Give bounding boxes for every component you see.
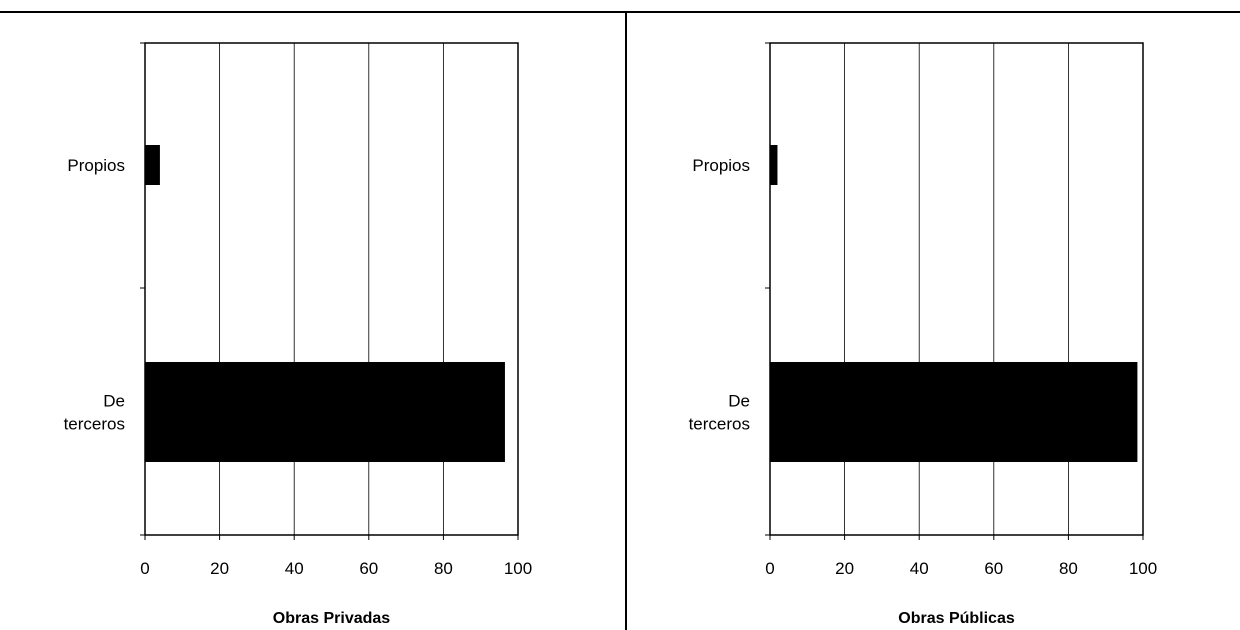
x-tick-label: 80 <box>1059 559 1078 578</box>
top-divider <box>0 11 1240 13</box>
plot-frame <box>769 42 1144 536</box>
x-tick-label: 20 <box>210 559 229 578</box>
chart-panel-1: 0 20 40 60 80 100 Propios De terceros Obras Priva… <box>64 42 532 627</box>
x-tick-label: 0 <box>765 559 774 578</box>
category-label: Propios <box>692 156 750 175</box>
bar-de-terceros <box>145 362 505 462</box>
x-axis-title: Obras Privadas <box>273 610 391 627</box>
x-tick-label: 100 <box>1129 559 1157 578</box>
category-label: terceros <box>689 415 750 434</box>
category-label: terceros <box>64 415 125 434</box>
bar-propios <box>145 145 160 185</box>
x-axis-title: Obras Públicas <box>898 610 1015 627</box>
center-divider <box>625 12 627 630</box>
x-tick-label: 80 <box>434 559 453 578</box>
x-tick-label: 40 <box>910 559 929 578</box>
bar-de-terceros <box>770 362 1138 462</box>
x-tick-label: 20 <box>835 559 854 578</box>
x-tick-label: 60 <box>359 559 378 578</box>
chart-panel-2: 0 20 40 60 80 100 Propios De terceros Obras Públi… <box>689 42 1157 627</box>
x-tick-label: 40 <box>285 559 304 578</box>
category-label: Propios <box>67 156 125 175</box>
category-label: De <box>103 392 125 411</box>
x-tick-label: 100 <box>504 559 532 578</box>
x-tick-label: 60 <box>984 559 1003 578</box>
bar-propios <box>770 145 778 185</box>
x-tick-label: 0 <box>140 559 149 578</box>
category-label: De <box>728 392 750 411</box>
plot-frame <box>144 42 519 536</box>
